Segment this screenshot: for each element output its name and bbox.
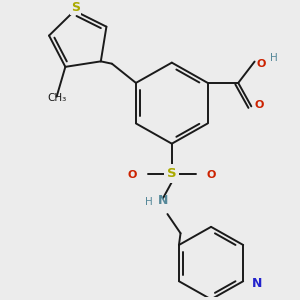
- Text: CH₃: CH₃: [47, 93, 66, 103]
- Text: O: O: [207, 169, 216, 180]
- Text: H: H: [145, 196, 153, 207]
- Text: S: S: [71, 1, 80, 14]
- Text: H: H: [270, 53, 278, 63]
- Text: S: S: [167, 167, 177, 180]
- Text: N: N: [158, 194, 168, 207]
- Text: O: O: [128, 169, 137, 180]
- Text: N: N: [252, 277, 262, 290]
- Text: O: O: [255, 100, 264, 110]
- Text: O: O: [257, 59, 266, 69]
